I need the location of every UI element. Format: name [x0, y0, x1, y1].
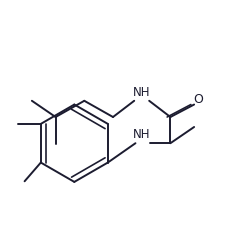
Text: NH: NH: [132, 128, 150, 141]
Text: O: O: [193, 93, 203, 106]
Text: NH: NH: [132, 86, 150, 99]
